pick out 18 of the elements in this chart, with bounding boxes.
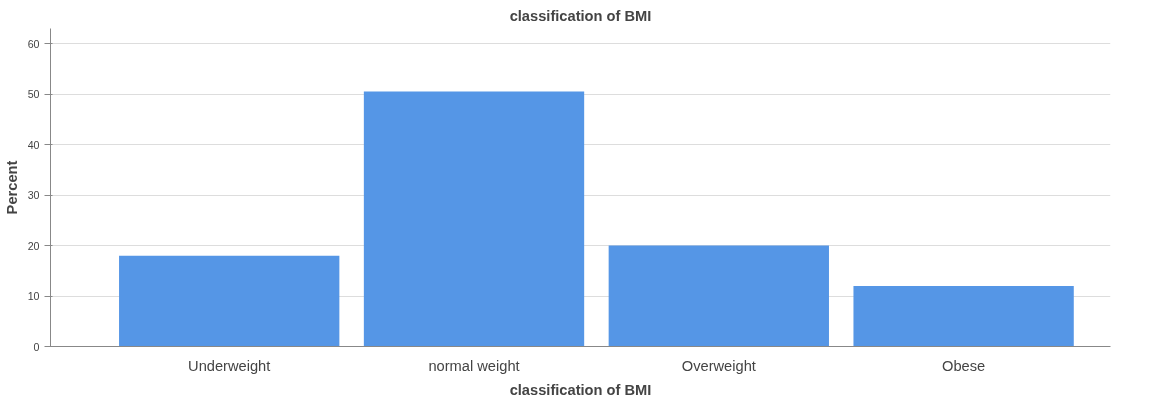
y-tick-label: 0 [33, 340, 40, 353]
x-tick-label: Underweight [188, 357, 271, 374]
bar [853, 285, 1074, 347]
x-tick-label: Obese [942, 357, 986, 374]
bar [363, 91, 585, 347]
chart-title: classification of BMI [509, 7, 652, 24]
y-axis-title: Percent [3, 160, 20, 215]
y-tick-label: 40 [27, 138, 40, 151]
bar [608, 245, 829, 347]
x-tick-label: normal weight [428, 357, 520, 374]
y-tick-label: 60 [27, 37, 40, 50]
y-tick-label: 10 [27, 290, 40, 303]
bar [119, 255, 340, 347]
y-tick-label: 30 [27, 189, 40, 202]
y-tick-label: 50 [27, 88, 40, 101]
y-tick-label: 20 [27, 239, 40, 252]
x-tick-label: Overweight [681, 357, 756, 374]
x-axis-title: classification of BMI [509, 381, 652, 398]
